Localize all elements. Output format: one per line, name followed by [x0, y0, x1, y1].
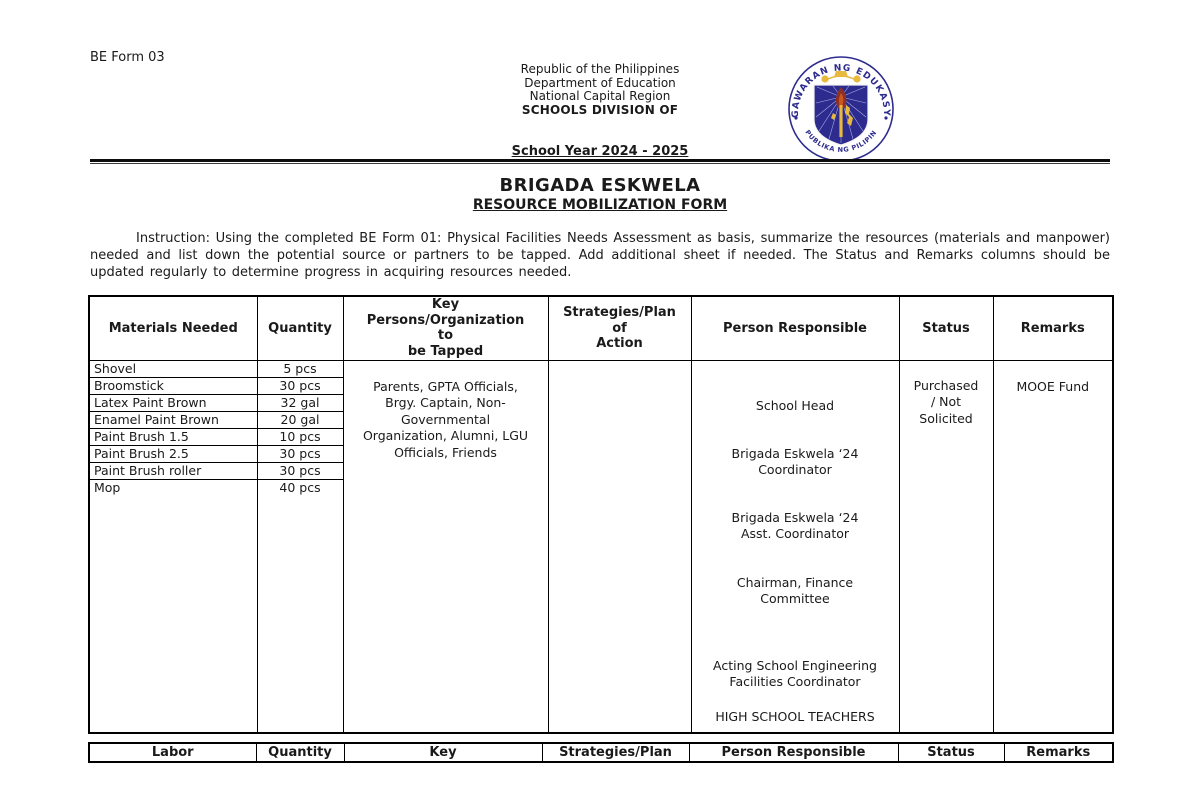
material-cell: Paint Brush roller	[88, 461, 258, 480]
letterhead-line-republic: Republic of the Philippines	[520, 62, 680, 76]
status-cell: Purchased / Not Solicited	[898, 359, 994, 734]
person-responsible-entry: School Head	[755, 397, 835, 413]
material-cell: Paint Brush 1.5	[88, 427, 258, 446]
person-responsible-cell: School Head Brigada Eskwela ‘24 Coordina…	[690, 359, 900, 734]
strategies-cell	[547, 359, 692, 734]
school-year: School Year 2024 - 2025	[511, 144, 689, 159]
table-row: Enamel Paint Brown 20 gal	[88, 410, 1113, 429]
letterhead-line-region: National Capital Region	[529, 89, 671, 103]
col-header-remarks: Remarks	[992, 295, 1114, 361]
person-responsible-entry: Chairman, Finance Committee	[736, 574, 854, 606]
page-subtitle: RESOURCE MOBILIZATION FORM	[472, 197, 728, 213]
quantity-cell: 30 pcs	[256, 461, 344, 480]
key-persons-cell: Parents, GPTA Officials, Brgy. Captain, …	[342, 359, 549, 734]
person-responsible-entry: Acting School Engineering Facilities Coo…	[713, 657, 877, 689]
person-responsible-entry: HIGH SCHOOL TEACHERS	[715, 708, 875, 724]
quantity-cell: 5 pcs	[256, 359, 344, 378]
quantity-cell-empty	[256, 496, 344, 733]
col-header-status: Status	[898, 295, 994, 361]
resource-mobilization-table: Materials Needed Quantity Key Persons/Or…	[88, 295, 1114, 734]
material-cell: Shovel	[88, 359, 258, 378]
col-header-strategies: Strategies/Plan of Action	[547, 295, 692, 361]
material-cell: Paint Brush 2.5	[88, 444, 258, 463]
letterhead-line-department: Department of Education	[524, 75, 676, 90]
quantity-cell: 30 pcs	[256, 444, 344, 463]
letterhead-line-division: SCHOOLS DIVISION OF	[521, 102, 679, 117]
col-header-key-persons: Key Persons/Organization to be Tapped	[342, 295, 549, 361]
quantity-cell: 30 pcs	[256, 376, 344, 395]
labor-header-row: Labor Quantity Key Strategies/Plan Perso…	[88, 742, 1114, 763]
labor-col-header-key: Key	[343, 742, 543, 763]
deped-seal-icon: KAGAWARAN NG EDUKASYON REPUBLIKA NG PILI…	[788, 56, 894, 162]
labor-col-header-labor: Labor	[88, 742, 257, 763]
table-row: Mop 40 pcs	[88, 478, 1113, 496]
material-cell: Broomstick	[88, 376, 258, 395]
page-title: BRIGADA ESKWELA	[499, 175, 701, 196]
labor-col-header-quantity: Quantity	[255, 742, 345, 763]
col-header-quantity: Quantity	[256, 295, 344, 361]
material-cell: Mop	[88, 478, 258, 496]
material-cell: Latex Paint Brown	[88, 393, 258, 412]
col-header-person-responsible: Person Responsible	[690, 295, 900, 361]
person-responsible-entry: Brigada Eskwela ‘24 Coordinator	[731, 445, 859, 477]
empty-filler-row	[88, 496, 1113, 733]
table-row: Shovel 5 pcs Parents, GPTA Officials, Br…	[88, 359, 1114, 734]
table-header-row: Materials Needed Quantity Key Persons/Or…	[88, 295, 1114, 361]
labor-col-header-person-responsible: Person Responsible	[688, 742, 899, 763]
material-cell: Enamel Paint Brown	[88, 410, 258, 429]
quantity-cell: 20 gal	[256, 410, 344, 429]
labor-col-header-strategies: Strategies/Plan	[541, 742, 690, 763]
form-code: BE Form 03	[90, 50, 165, 65]
labor-col-header-status: Status	[897, 742, 1005, 763]
col-header-materials: Materials Needed	[88, 295, 258, 361]
material-cell-empty	[88, 496, 258, 733]
person-responsible-entry: Brigada Eskwela ‘24 Asst. Coordinator	[731, 509, 859, 541]
quantity-cell: 32 gal	[256, 393, 344, 412]
labor-col-header-remarks: Remarks	[1003, 742, 1114, 763]
quantity-cell: 40 pcs	[256, 478, 344, 496]
remarks-cell: MOOE Fund	[992, 359, 1114, 734]
letterhead: Republic of the Philippines Department o…	[0, 62, 1200, 117]
quantity-cell: 10 pcs	[256, 427, 344, 446]
header-divider	[90, 159, 1110, 164]
instruction-paragraph: Instruction: Using the completed BE Form…	[90, 231, 1110, 280]
labor-table: Labor Quantity Key Strategies/Plan Perso…	[88, 742, 1114, 763]
